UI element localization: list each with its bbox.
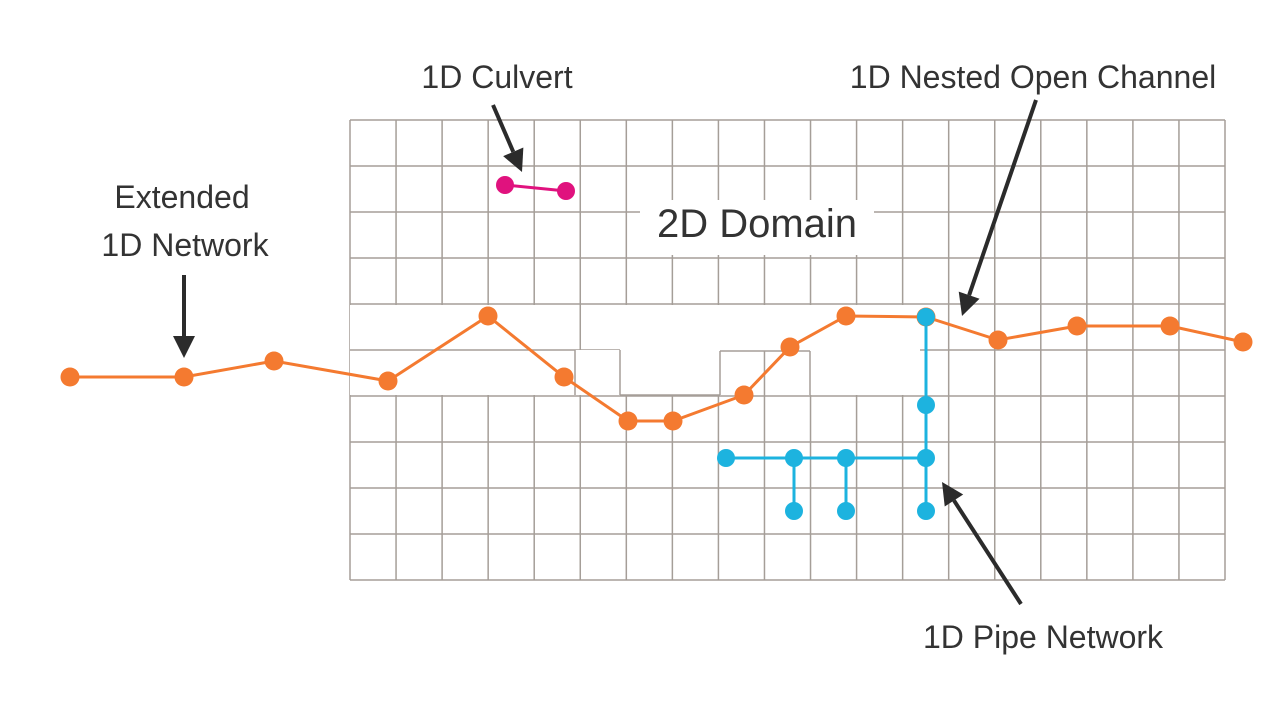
pipe-network-arrow-shaft xyxy=(952,499,1023,606)
grid-mask xyxy=(575,350,620,395)
pipe-network-label: 1D Pipe Network xyxy=(923,619,1164,655)
culvert-node xyxy=(557,182,575,200)
pipe-node xyxy=(917,396,935,414)
channel-node xyxy=(1233,332,1253,352)
channel-node xyxy=(60,367,80,387)
pipe-node xyxy=(917,308,935,326)
channel-node xyxy=(478,306,498,326)
channel-node xyxy=(174,367,194,387)
culvert-label: 1D Culvert xyxy=(421,59,572,95)
pipe-network-arrow-head xyxy=(942,482,964,507)
pipe-node xyxy=(837,502,855,520)
channel-node xyxy=(734,385,754,405)
pipe-node xyxy=(785,449,803,467)
channel-node xyxy=(988,330,1008,350)
culvert-node xyxy=(496,176,514,194)
pipe-node xyxy=(917,502,935,520)
domain-label: 2D Domain xyxy=(657,202,857,246)
culvert-arrow-shaft xyxy=(491,104,516,153)
domain-label-background xyxy=(640,200,874,255)
channel-node xyxy=(780,337,800,357)
culvert-arrow-head xyxy=(503,147,524,172)
pipe-node xyxy=(785,502,803,520)
channel-node xyxy=(554,367,574,387)
channel-node xyxy=(618,411,638,431)
channel-node xyxy=(378,371,398,391)
pipe-network xyxy=(717,308,935,520)
extended-network-label-line1: Extended xyxy=(114,179,249,215)
nested-channel-label: 1D Nested Open Channel xyxy=(850,59,1216,95)
annotation-arrows xyxy=(173,99,1038,606)
nested-channel-arrow-head xyxy=(958,291,980,316)
channel-node xyxy=(1160,316,1180,336)
pipe-node xyxy=(917,449,935,467)
channel-node xyxy=(264,351,284,371)
grid-mask xyxy=(810,351,920,395)
2d-domain-grid xyxy=(349,119,1226,581)
extended-network-arrow-head xyxy=(173,336,195,358)
grid-mask xyxy=(620,305,720,395)
pipe-node xyxy=(837,449,855,467)
culvert xyxy=(496,176,575,200)
nested-channel-arrow-shaft xyxy=(967,99,1038,296)
channel-node xyxy=(663,411,683,431)
extended-network-label-line2: 1D Network xyxy=(101,227,269,263)
channel-node xyxy=(1067,316,1087,336)
pipe-node xyxy=(717,449,735,467)
channel-line xyxy=(70,314,1244,423)
grid-mask xyxy=(720,305,920,351)
culvert-line xyxy=(504,183,567,193)
channel-node xyxy=(836,306,856,326)
